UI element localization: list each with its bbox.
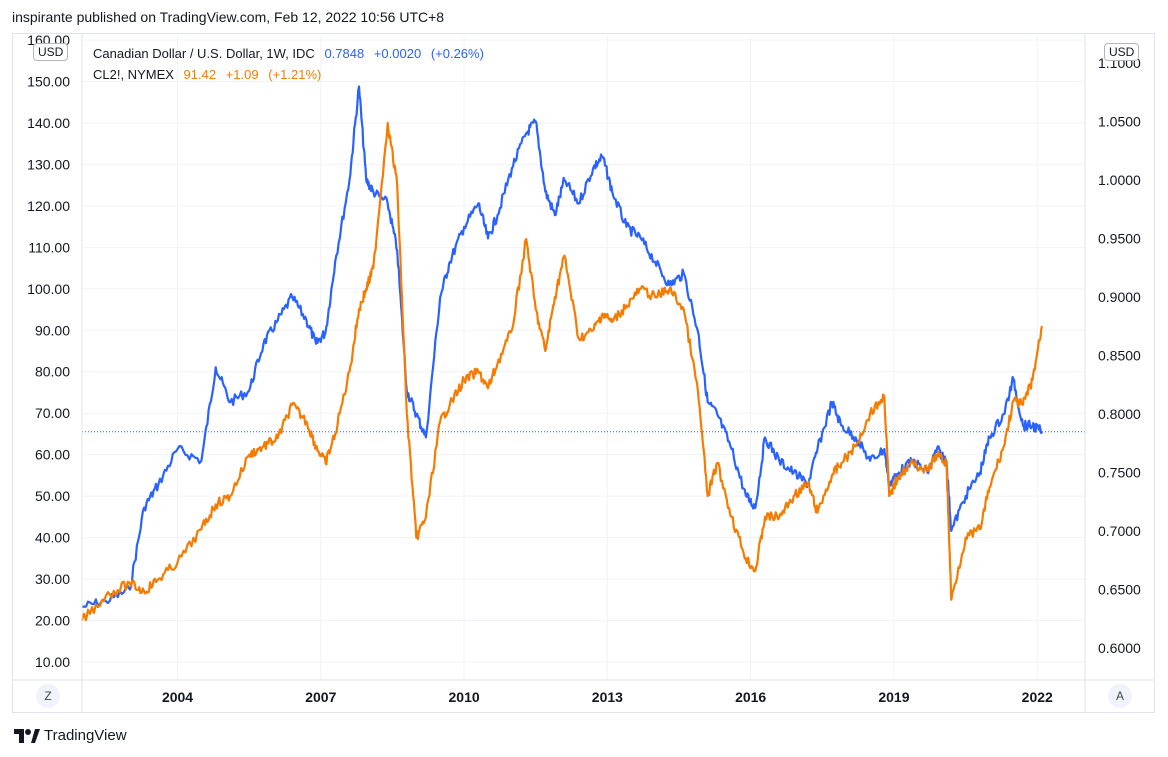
- right-axis-tick-label: 0.8000: [1098, 406, 1141, 422]
- x-axis-tick-label: 2019: [878, 689, 909, 705]
- left-axis-tick-label: 110.00: [28, 239, 70, 255]
- left-axis-tick-label: 90.00: [35, 322, 70, 338]
- left-axis-tick-label: 150.00: [27, 73, 70, 89]
- x-axis-tick-label: 2007: [305, 689, 336, 705]
- chart-grid: [82, 36, 1085, 680]
- left-axis-tick-label: 20.00: [35, 613, 70, 629]
- right-axis-tick-label: 0.6000: [1098, 640, 1141, 656]
- publish-info: inspirante published on TradingView.com,…: [12, 9, 445, 25]
- zoom-reset-button[interactable]: Z: [36, 684, 60, 708]
- left-axis-tick-label: 70.00: [35, 405, 70, 421]
- tradingview-logo-icon: [14, 728, 40, 743]
- footer-logo[interactable]: TradingView: [14, 727, 127, 744]
- left-axis-tick-label: 140.00: [27, 115, 70, 131]
- left-axis-tick-label: 50.00: [35, 488, 70, 504]
- series-line-cl2: [80, 121, 1044, 622]
- legend-series1-name: Canadian Dollar / U.S. Dollar, 1W, IDC: [93, 46, 315, 61]
- x-axis-tick-label: 2022: [1022, 689, 1053, 705]
- legend-series1-pct: (+0.26%): [430, 46, 484, 61]
- legend-series1-change: +0.0020: [373, 46, 422, 61]
- right-axis-tick-label: 0.9500: [1098, 231, 1141, 247]
- legend-series2-name: CL2!, NYMEX: [93, 67, 174, 82]
- x-axis-tick-label: 2013: [592, 689, 623, 705]
- x-axis-tick-label: 2004: [162, 689, 193, 705]
- x-axis-tick-label: 2016: [735, 689, 766, 705]
- right-axis-tick-label: 0.6500: [1098, 582, 1141, 598]
- auto-scale-button[interactable]: A: [1108, 684, 1132, 708]
- left-axis-tick-label: 10.00: [35, 654, 70, 670]
- legend-series2-pct: (+1.21%): [268, 67, 322, 82]
- right-currency-badge[interactable]: USD: [1104, 43, 1140, 61]
- chart-frame: [12, 33, 1155, 713]
- chart-series: [80, 85, 1044, 622]
- left-axis-tick-label: 40.00: [35, 530, 70, 546]
- legend-series2-price: 91.42: [183, 67, 217, 82]
- left-currency-badge[interactable]: USD: [33, 43, 69, 61]
- footer-brand: TradingView: [44, 727, 127, 744]
- left-axis-tick-label: 120.00: [27, 198, 70, 214]
- left-axis-tick-label: 130.00: [27, 156, 70, 172]
- right-axis-tick-label: 1.0500: [1098, 114, 1141, 130]
- right-axis-tick-label: 1.0000: [1098, 172, 1141, 188]
- left-axis-tick-label: 80.00: [35, 364, 70, 380]
- legend-series1: Canadian Dollar / U.S. Dollar, 1W, IDC 0…: [93, 46, 490, 61]
- legend-series2-change: +1.09: [225, 67, 259, 82]
- left-axis-tick-label: 60.00: [35, 447, 70, 463]
- x-axis-tick-label: 2010: [449, 689, 480, 705]
- legend-series1-price: 0.7848: [324, 46, 365, 61]
- right-axis-tick-label: 0.7500: [1098, 465, 1141, 481]
- left-axis-tick-label: 30.00: [35, 571, 70, 587]
- chart-axes: 10.00 20.00 30.00 40.00 50.00 60.00 70.00 80.00…: [12, 32, 1155, 713]
- left-axis-tick-label: 100.00: [27, 281, 70, 297]
- legend-series2: CL2!, NYMEX 91.42 +1.09 (+1.21%): [93, 67, 327, 82]
- right-axis-tick-label: 0.7000: [1098, 523, 1141, 539]
- right-axis-tick-label: 0.9000: [1098, 289, 1141, 305]
- right-axis-tick-label: 0.8500: [1098, 348, 1141, 364]
